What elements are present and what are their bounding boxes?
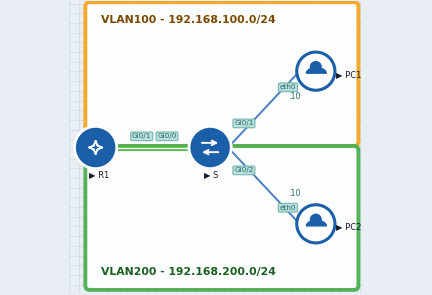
Circle shape xyxy=(311,214,321,225)
Text: .10: .10 xyxy=(289,189,301,198)
Text: Gi0/0: Gi0/0 xyxy=(157,133,177,139)
Text: eth0: eth0 xyxy=(280,84,296,90)
FancyBboxPatch shape xyxy=(86,2,359,146)
Text: eth0: eth0 xyxy=(280,205,296,211)
Text: Gi0/1: Gi0/1 xyxy=(234,120,254,127)
FancyBboxPatch shape xyxy=(86,146,359,290)
Text: ▶ R1: ▶ R1 xyxy=(89,170,110,179)
Circle shape xyxy=(74,126,117,169)
Text: Gi0/2: Gi0/2 xyxy=(234,167,254,173)
Text: ▶ PC2: ▶ PC2 xyxy=(337,222,362,231)
Circle shape xyxy=(297,52,335,90)
Circle shape xyxy=(189,126,231,169)
Text: .10: .10 xyxy=(289,92,301,101)
Text: VLAN200 - 192.168.200.0/24: VLAN200 - 192.168.200.0/24 xyxy=(102,267,276,277)
Text: ▶ S: ▶ S xyxy=(204,170,218,179)
Text: ▶ PC1: ▶ PC1 xyxy=(337,70,362,79)
Text: Gi0/1: Gi0/1 xyxy=(132,133,151,139)
Circle shape xyxy=(311,62,321,72)
Text: VLAN100 - 192.168.100.0/24: VLAN100 - 192.168.100.0/24 xyxy=(102,15,276,25)
Circle shape xyxy=(297,205,335,243)
